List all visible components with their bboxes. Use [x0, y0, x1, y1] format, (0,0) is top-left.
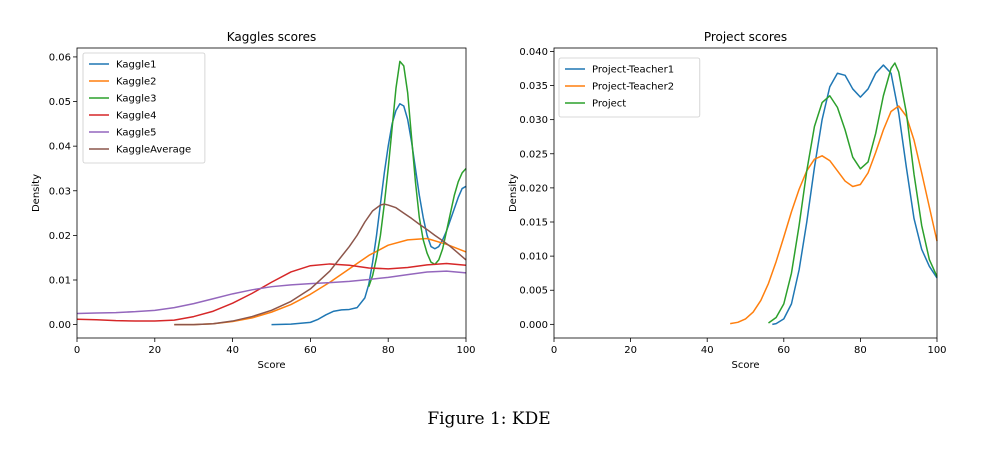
- x-tick-label: 40: [701, 345, 714, 356]
- series-line-kaggle2: [174, 237, 467, 326]
- y-tick-label: 0.01: [49, 276, 71, 287]
- y-tick-label: 0.005: [519, 286, 548, 297]
- y-tick-label: 0.00: [49, 320, 71, 331]
- series-line-project-teacher2: [730, 105, 938, 325]
- x-axis-label: Score: [257, 360, 285, 371]
- legend-box: [82, 52, 206, 164]
- x-tick-label: 0: [74, 345, 80, 356]
- plot-frame: [553, 47, 938, 339]
- legend-label: Kaggle4: [116, 111, 157, 122]
- legend-label: Project-Teacher2: [592, 82, 674, 93]
- x-tick-label: 80: [382, 345, 395, 356]
- x-axis-label: Score: [731, 360, 759, 371]
- y-tick-label: 0.03: [49, 186, 71, 197]
- y-tick-label: 0.04: [49, 142, 71, 153]
- x-tick-label: 20: [624, 345, 637, 356]
- x-tick-label: 60: [304, 345, 317, 356]
- x-tick-label: 20: [148, 345, 161, 356]
- x-tick-label: 60: [777, 345, 790, 356]
- chart-title: Project scores: [704, 30, 787, 44]
- figure-caption: Figure 1: KDE: [427, 409, 550, 429]
- x-tick-label: 0: [551, 345, 557, 356]
- legend-label: Kaggle2: [116, 77, 157, 88]
- series-line-project-teacher1: [772, 64, 938, 326]
- kaggles-scores-chart: Kaggles scores 0 20 40 60 80 100 0.00 0.01 0.02 0.…: [31, 30, 476, 371]
- y-tick-label: 0.035: [519, 81, 548, 92]
- project-scores-chart: Project scores 0 20 40 60 80 100 0.000 0.005 0.01…: [508, 30, 947, 371]
- plot-frame: [76, 47, 467, 339]
- y-tick-label: 0.040: [519, 47, 548, 58]
- y-axis-label: Density: [31, 174, 42, 212]
- legend-label: KaggleAverage: [116, 145, 191, 156]
- legend: Kaggle1 Kaggle2 Kaggle3 Kaggle4 Kaggle5 Kaggl…: [82, 52, 206, 164]
- series-line-kaggle5: [76, 270, 467, 315]
- series-line-kaggle4: [76, 262, 467, 322]
- series-line-project: [768, 62, 938, 324]
- legend-label: Kaggle1: [116, 60, 157, 71]
- y-tick-label: 0.05: [49, 97, 71, 108]
- legend-label: Kaggle3: [116, 94, 157, 105]
- legend: Project-Teacher1 Project-Teacher2 Project: [558, 57, 701, 118]
- y-axis-label: Density: [508, 174, 519, 212]
- y-tick-label: 0.000: [519, 320, 548, 331]
- x-tick-label: 100: [456, 345, 475, 356]
- y-tick-label: 0.010: [519, 252, 548, 263]
- series-line-kaggleaverage: [174, 203, 467, 326]
- legend-label: Kaggle5: [116, 128, 157, 139]
- y-tick-label: 0.02: [49, 231, 71, 242]
- y-tick-label: 0.06: [49, 52, 71, 63]
- y-tick-label: 0.020: [519, 183, 548, 194]
- y-tick-label: 0.015: [519, 218, 548, 229]
- x-tick-label: 40: [226, 345, 239, 356]
- y-tick-label: 0.030: [519, 115, 548, 126]
- series-line-kaggle1: [271, 103, 467, 326]
- series-line-kaggle3: [368, 60, 467, 287]
- x-tick-label: 100: [927, 345, 946, 356]
- chart-title: Kaggles scores: [227, 30, 317, 44]
- legend-box: [558, 57, 701, 118]
- legend-label: Project-Teacher1: [592, 65, 674, 76]
- legend-label: Project: [592, 99, 626, 110]
- y-tick-label: 0.025: [519, 149, 548, 160]
- x-tick-label: 80: [854, 345, 867, 356]
